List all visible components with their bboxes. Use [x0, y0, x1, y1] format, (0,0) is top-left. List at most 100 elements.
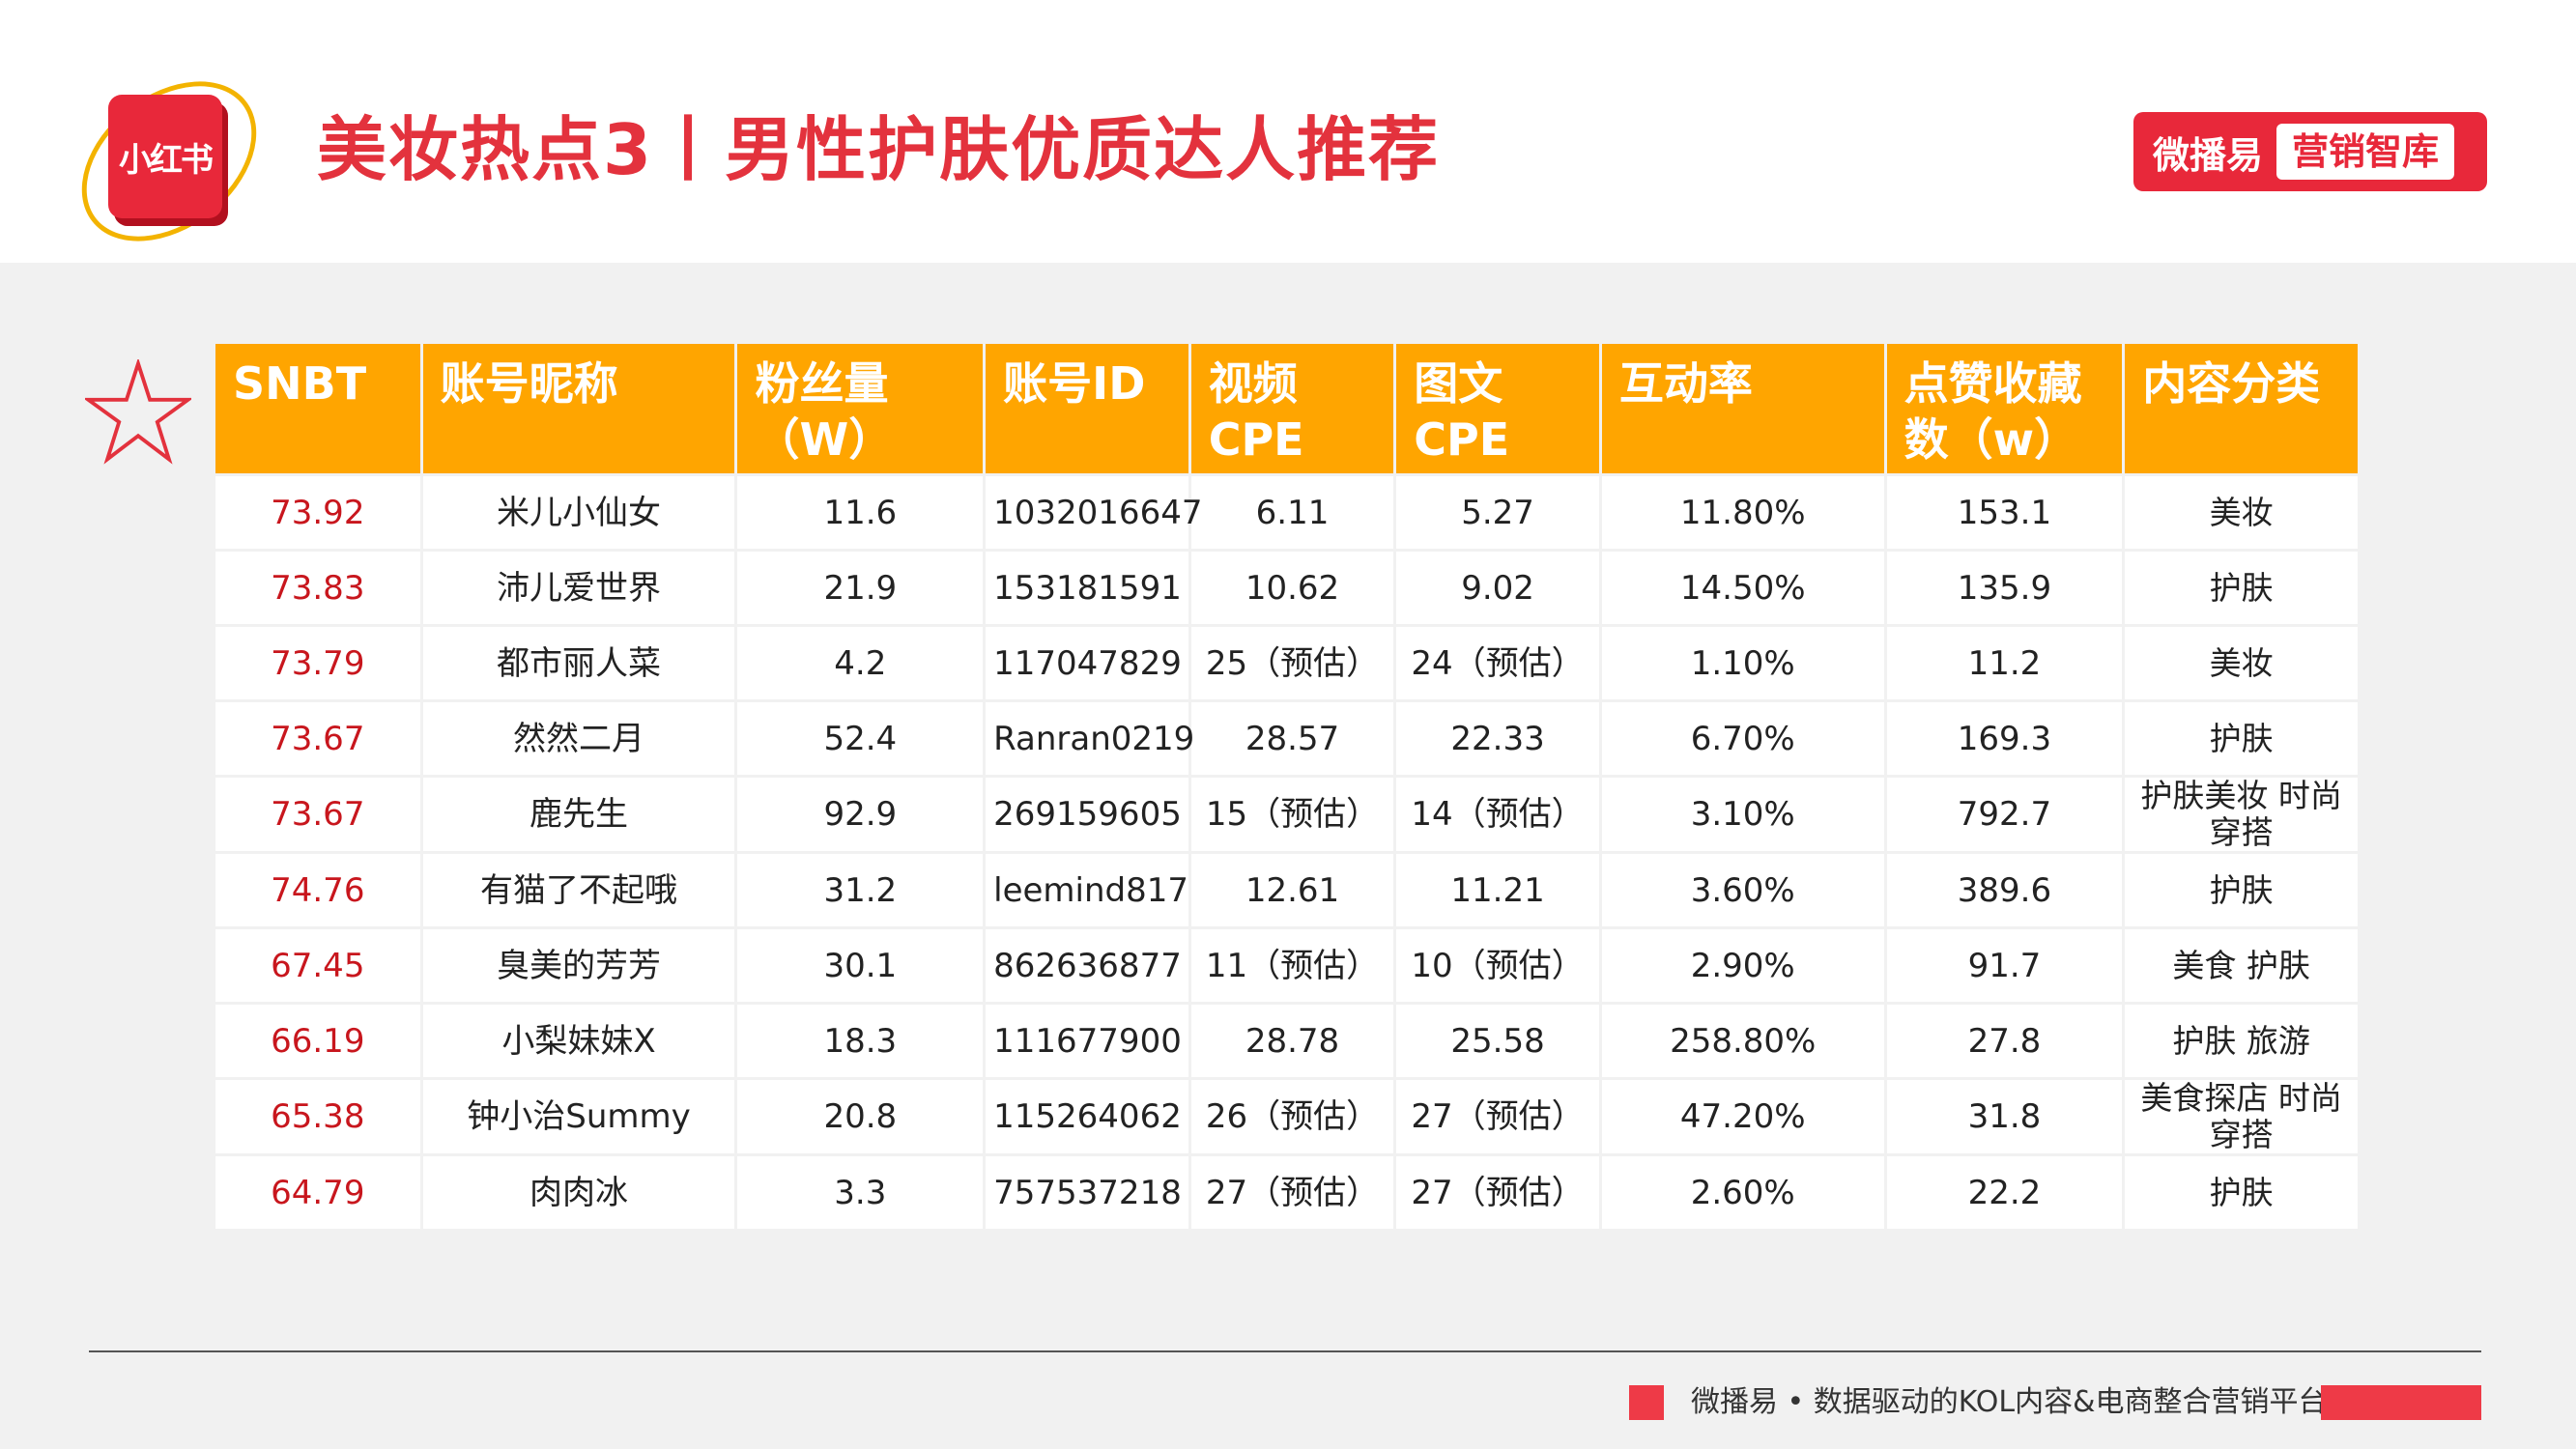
table-cell: 护肤 [2125, 552, 2358, 624]
table-cell: 73.67 [215, 778, 420, 851]
table-cell: 有猫了不起哦 [422, 854, 735, 926]
table-cell: 美食 护肤 [2125, 929, 2358, 1002]
table-cell: Ranran0219 [986, 702, 1194, 775]
table-cell: 135.9 [1886, 552, 2123, 624]
table-cell: 1032016647 [986, 476, 1202, 549]
table-cell: 15（预估） [1190, 778, 1394, 851]
table-cell: 27（预估） [1190, 1156, 1394, 1229]
table-cell: 5.27 [1396, 476, 1599, 549]
table-cell: 389.6 [1886, 854, 2123, 926]
table-cell: 24（预估） [1396, 627, 1599, 699]
table-cell: 钟小治Summy [422, 1080, 735, 1153]
table-row: 73.67 然然二月 52.4 Ranran0219 28.57 22.33 6.70% 16… [215, 702, 2358, 775]
table-cell: 73.92 [215, 476, 420, 549]
table-cell: 27（预估） [1396, 1080, 1599, 1153]
table-cell: 30.1 [737, 929, 984, 1002]
table-cell: 65.38 [215, 1080, 420, 1153]
table-cell: 都市丽人菜 [422, 627, 735, 699]
table-cell: 73.79 [215, 627, 420, 699]
table-cell: 111677900 [986, 1005, 1188, 1077]
table-cell: 792.7 [1886, 778, 2123, 851]
table-cell: 臭美的芳芳 [422, 929, 735, 1002]
table-cell: 74.76 [215, 854, 420, 926]
table-cell: 269159605 [986, 778, 1188, 851]
table-cell: 11.80% [1601, 476, 1884, 549]
table-cell: 25.58 [1396, 1005, 1599, 1077]
table-cell: 73.67 [215, 702, 420, 775]
table-cell: 美妆 [2125, 627, 2358, 699]
table-cell: 27.8 [1886, 1005, 2123, 1077]
table-cell: 4.2 [737, 627, 984, 699]
table-cell: 6.70% [1601, 702, 1884, 775]
table-cell: 11（预估） [1190, 929, 1394, 1002]
table-cell: 169.3 [1886, 702, 2123, 775]
table-row: 66.19 小梨妹妹X 18.3 111677900 28.78 25.58 258.80%… [215, 1005, 2358, 1077]
table-cell: 米儿小仙女 [422, 476, 735, 549]
table-cell: 25（预估） [1190, 627, 1394, 699]
page-title: 美妆热点3丨男性护肤优质达人推荐 [317, 109, 1441, 190]
table-cell: 10（预估） [1396, 929, 1599, 1002]
table-row: 73.67 鹿先生 92.9 269159605 15（预估） 14（预估） 3.10% 79… [215, 778, 2358, 851]
brand-badge: 微播易 营销智库 [2133, 112, 2487, 191]
table-cell: 18.3 [737, 1005, 984, 1077]
table-cell: 28.57 [1190, 702, 1394, 775]
logo-text: 小红书 [119, 140, 214, 180]
column-header: 内容分类 [2125, 344, 2358, 473]
table-cell: 鹿先生 [422, 778, 735, 851]
table-cell: 美食探店 时尚穿搭 [2125, 1080, 2358, 1153]
table-cell: 258.80% [1601, 1005, 1884, 1077]
table-cell: 862636877 [986, 929, 1188, 1002]
table-cell: 3.3 [737, 1156, 984, 1229]
kol-table: SNBT 账号昵称 粉丝量（W） 账号ID 视频 CPE 图文 CPE 互动率 点赞收藏数（w… [213, 341, 2361, 1232]
table-cell: 然然二月 [422, 702, 735, 775]
table-cell: 护肤美妆 时尚穿搭 [2125, 778, 2358, 851]
table-cell: 67.45 [215, 929, 420, 1002]
logo-tile: 小红书 [108, 95, 222, 218]
table-cell: 22.33 [1396, 702, 1599, 775]
table-cell: 沛儿爱世界 [422, 552, 735, 624]
footer-divider [89, 1350, 2481, 1352]
table-cell: 小梨妹妹X [422, 1005, 735, 1077]
xiaohongshu-logo: 小红书 [50, 48, 288, 274]
table-cell: 115264062 [986, 1080, 1188, 1153]
column-header: 账号昵称 [422, 344, 735, 473]
table-row: 73.83 沛儿爱世界 21.9 153181591 10.62 9.02 14.50% 13… [215, 552, 2358, 624]
table-cell: 护肤 旅游 [2125, 1005, 2358, 1077]
table-row: 64.79 肉肉冰 3.3 757537218 27（预估） 27（预估） 2.60% 22.… [215, 1156, 2358, 1229]
table-header-row: SNBT 账号昵称 粉丝量（W） 账号ID 视频 CPE 图文 CPE 互动率 点赞收藏数（w… [215, 344, 2358, 473]
table-cell: 27（预估） [1396, 1156, 1599, 1229]
table-cell: 肉肉冰 [422, 1156, 735, 1229]
table-row: 67.45 臭美的芳芳 30.1 862636877 11（预估） 10（预估） 2.90%… [215, 929, 2358, 1002]
table-cell: 757537218 [986, 1156, 1188, 1229]
table-cell: 91.7 [1886, 929, 2123, 1002]
table-cell: 11.2 [1886, 627, 2123, 699]
header: 小红书 美妆热点3丨男性护肤优质达人推荐 微播易 营销智库 [0, 0, 2576, 274]
table-cell: leemind817 [986, 854, 1188, 926]
column-header: 视频 CPE [1190, 344, 1394, 473]
column-header: SNBT [215, 344, 420, 473]
table-cell: 美妆 [2125, 476, 2358, 549]
table-row: 73.79 都市丽人菜 4.2 117047829 25（预估） 24（预估） 1.10% 1… [215, 627, 2358, 699]
footer-bar-mark [2321, 1385, 2481, 1420]
table-cell: 9.02 [1396, 552, 1599, 624]
table-cell: 92.9 [737, 778, 984, 851]
footer-tagline: 微播易 • 数据驱动的KOL内容&电商整合营销平台 [1691, 1385, 2328, 1419]
table-cell: 20.8 [737, 1080, 984, 1153]
column-header: 互动率 [1601, 344, 1884, 473]
table-cell: 3.10% [1601, 778, 1884, 851]
table-cell: 14（预估） [1396, 778, 1599, 851]
table-cell: 31.8 [1886, 1080, 2123, 1153]
column-header: 账号ID [986, 344, 1188, 473]
table-cell: 6.11 [1190, 476, 1394, 549]
column-header: 图文 CPE [1396, 344, 1599, 473]
table-cell: 3.60% [1601, 854, 1884, 926]
star-icon [85, 359, 191, 465]
table-cell: 10.62 [1190, 552, 1394, 624]
table-cell: 52.4 [737, 702, 984, 775]
table-row: 74.76 有猫了不起哦 31.2 leemind817 12.61 11.21 3.60%… [215, 854, 2358, 926]
table-row: 65.38 钟小治Summy 20.8 115264062 26（预估） 27（预估） 47… [215, 1080, 2358, 1153]
table-cell: 66.19 [215, 1005, 420, 1077]
table-cell: 11.6 [737, 476, 984, 549]
table-cell: 73.83 [215, 552, 420, 624]
table-cell: 14.50% [1601, 552, 1884, 624]
